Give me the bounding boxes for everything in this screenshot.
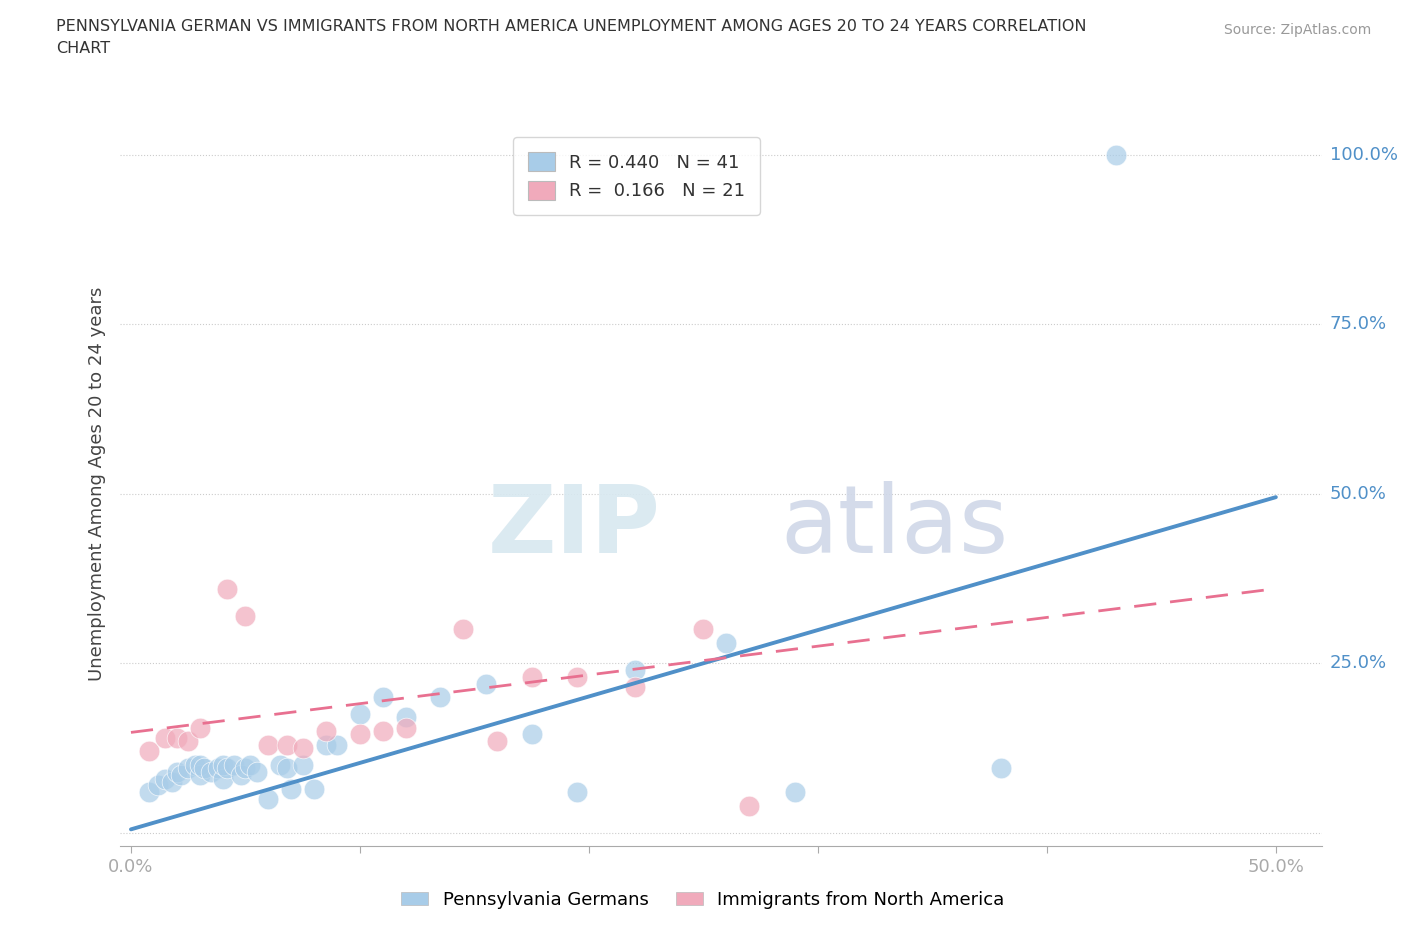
Point — [166, 764, 188, 779]
Point — [188, 720, 211, 735]
Text: 50.0%: 50.0% — [1330, 485, 1386, 503]
Point — [170, 767, 193, 782]
Legend: Pennsylvania Germans, Immigrants from North America: Pennsylvania Germans, Immigrants from No… — [394, 884, 1012, 916]
Point — [990, 761, 1012, 776]
Point — [235, 761, 257, 776]
Text: 100.0%: 100.0% — [1330, 146, 1398, 164]
Point — [148, 777, 170, 792]
Text: Source: ZipAtlas.com: Source: ZipAtlas.com — [1223, 23, 1371, 37]
Point — [349, 707, 371, 722]
Point — [520, 727, 543, 742]
Point — [520, 670, 543, 684]
Point — [177, 734, 200, 749]
Point — [138, 744, 160, 759]
Point — [280, 781, 302, 796]
Point — [276, 737, 298, 752]
Point — [200, 764, 222, 779]
Point — [160, 775, 183, 790]
Point — [429, 690, 451, 705]
Point — [222, 758, 245, 773]
Point — [269, 758, 291, 773]
Point — [716, 635, 738, 650]
Point — [229, 767, 252, 782]
Point — [246, 764, 269, 779]
Point — [1104, 147, 1126, 162]
Point — [211, 758, 233, 773]
Point — [567, 670, 589, 684]
Point — [211, 771, 233, 786]
Point — [257, 791, 280, 806]
Text: PENNSYLVANIA GERMAN VS IMMIGRANTS FROM NORTH AMERICA UNEMPLOYMENT AMONG AGES 20 : PENNSYLVANIA GERMAN VS IMMIGRANTS FROM N… — [56, 19, 1087, 33]
Point — [177, 761, 200, 776]
Y-axis label: Unemployment Among Ages 20 to 24 years: Unemployment Among Ages 20 to 24 years — [87, 286, 105, 681]
Point — [395, 720, 418, 735]
Point — [451, 622, 474, 637]
Point — [738, 798, 761, 813]
Point — [217, 581, 239, 596]
Point — [235, 608, 257, 623]
Point — [315, 737, 337, 752]
Text: 25.0%: 25.0% — [1330, 655, 1388, 672]
Point — [783, 785, 806, 800]
Point — [486, 734, 509, 749]
Point — [567, 785, 589, 800]
Text: atlas: atlas — [780, 481, 1010, 573]
Point — [302, 781, 325, 796]
Point — [217, 761, 239, 776]
Point — [349, 727, 371, 742]
Point — [207, 761, 229, 776]
Point — [291, 758, 314, 773]
Point — [184, 758, 207, 773]
Point — [475, 676, 498, 691]
Point — [395, 710, 418, 724]
Point — [138, 785, 160, 800]
Legend: R = 0.440   N = 41, R =  0.166   N = 21: R = 0.440 N = 41, R = 0.166 N = 21 — [513, 138, 759, 215]
Point — [239, 758, 262, 773]
Point — [623, 680, 645, 695]
Point — [188, 758, 211, 773]
Point — [188, 767, 211, 782]
Point — [257, 737, 280, 752]
Point — [155, 730, 177, 745]
Point — [371, 724, 394, 738]
Point — [371, 690, 394, 705]
Point — [315, 724, 337, 738]
Text: ZIP: ZIP — [488, 481, 661, 573]
Point — [193, 761, 215, 776]
Text: 75.0%: 75.0% — [1330, 315, 1388, 333]
Point — [623, 662, 645, 677]
Point — [692, 622, 714, 637]
Point — [166, 730, 188, 745]
Point — [291, 740, 314, 755]
Point — [326, 737, 349, 752]
Point — [155, 771, 177, 786]
Text: CHART: CHART — [56, 41, 110, 56]
Point — [276, 761, 298, 776]
